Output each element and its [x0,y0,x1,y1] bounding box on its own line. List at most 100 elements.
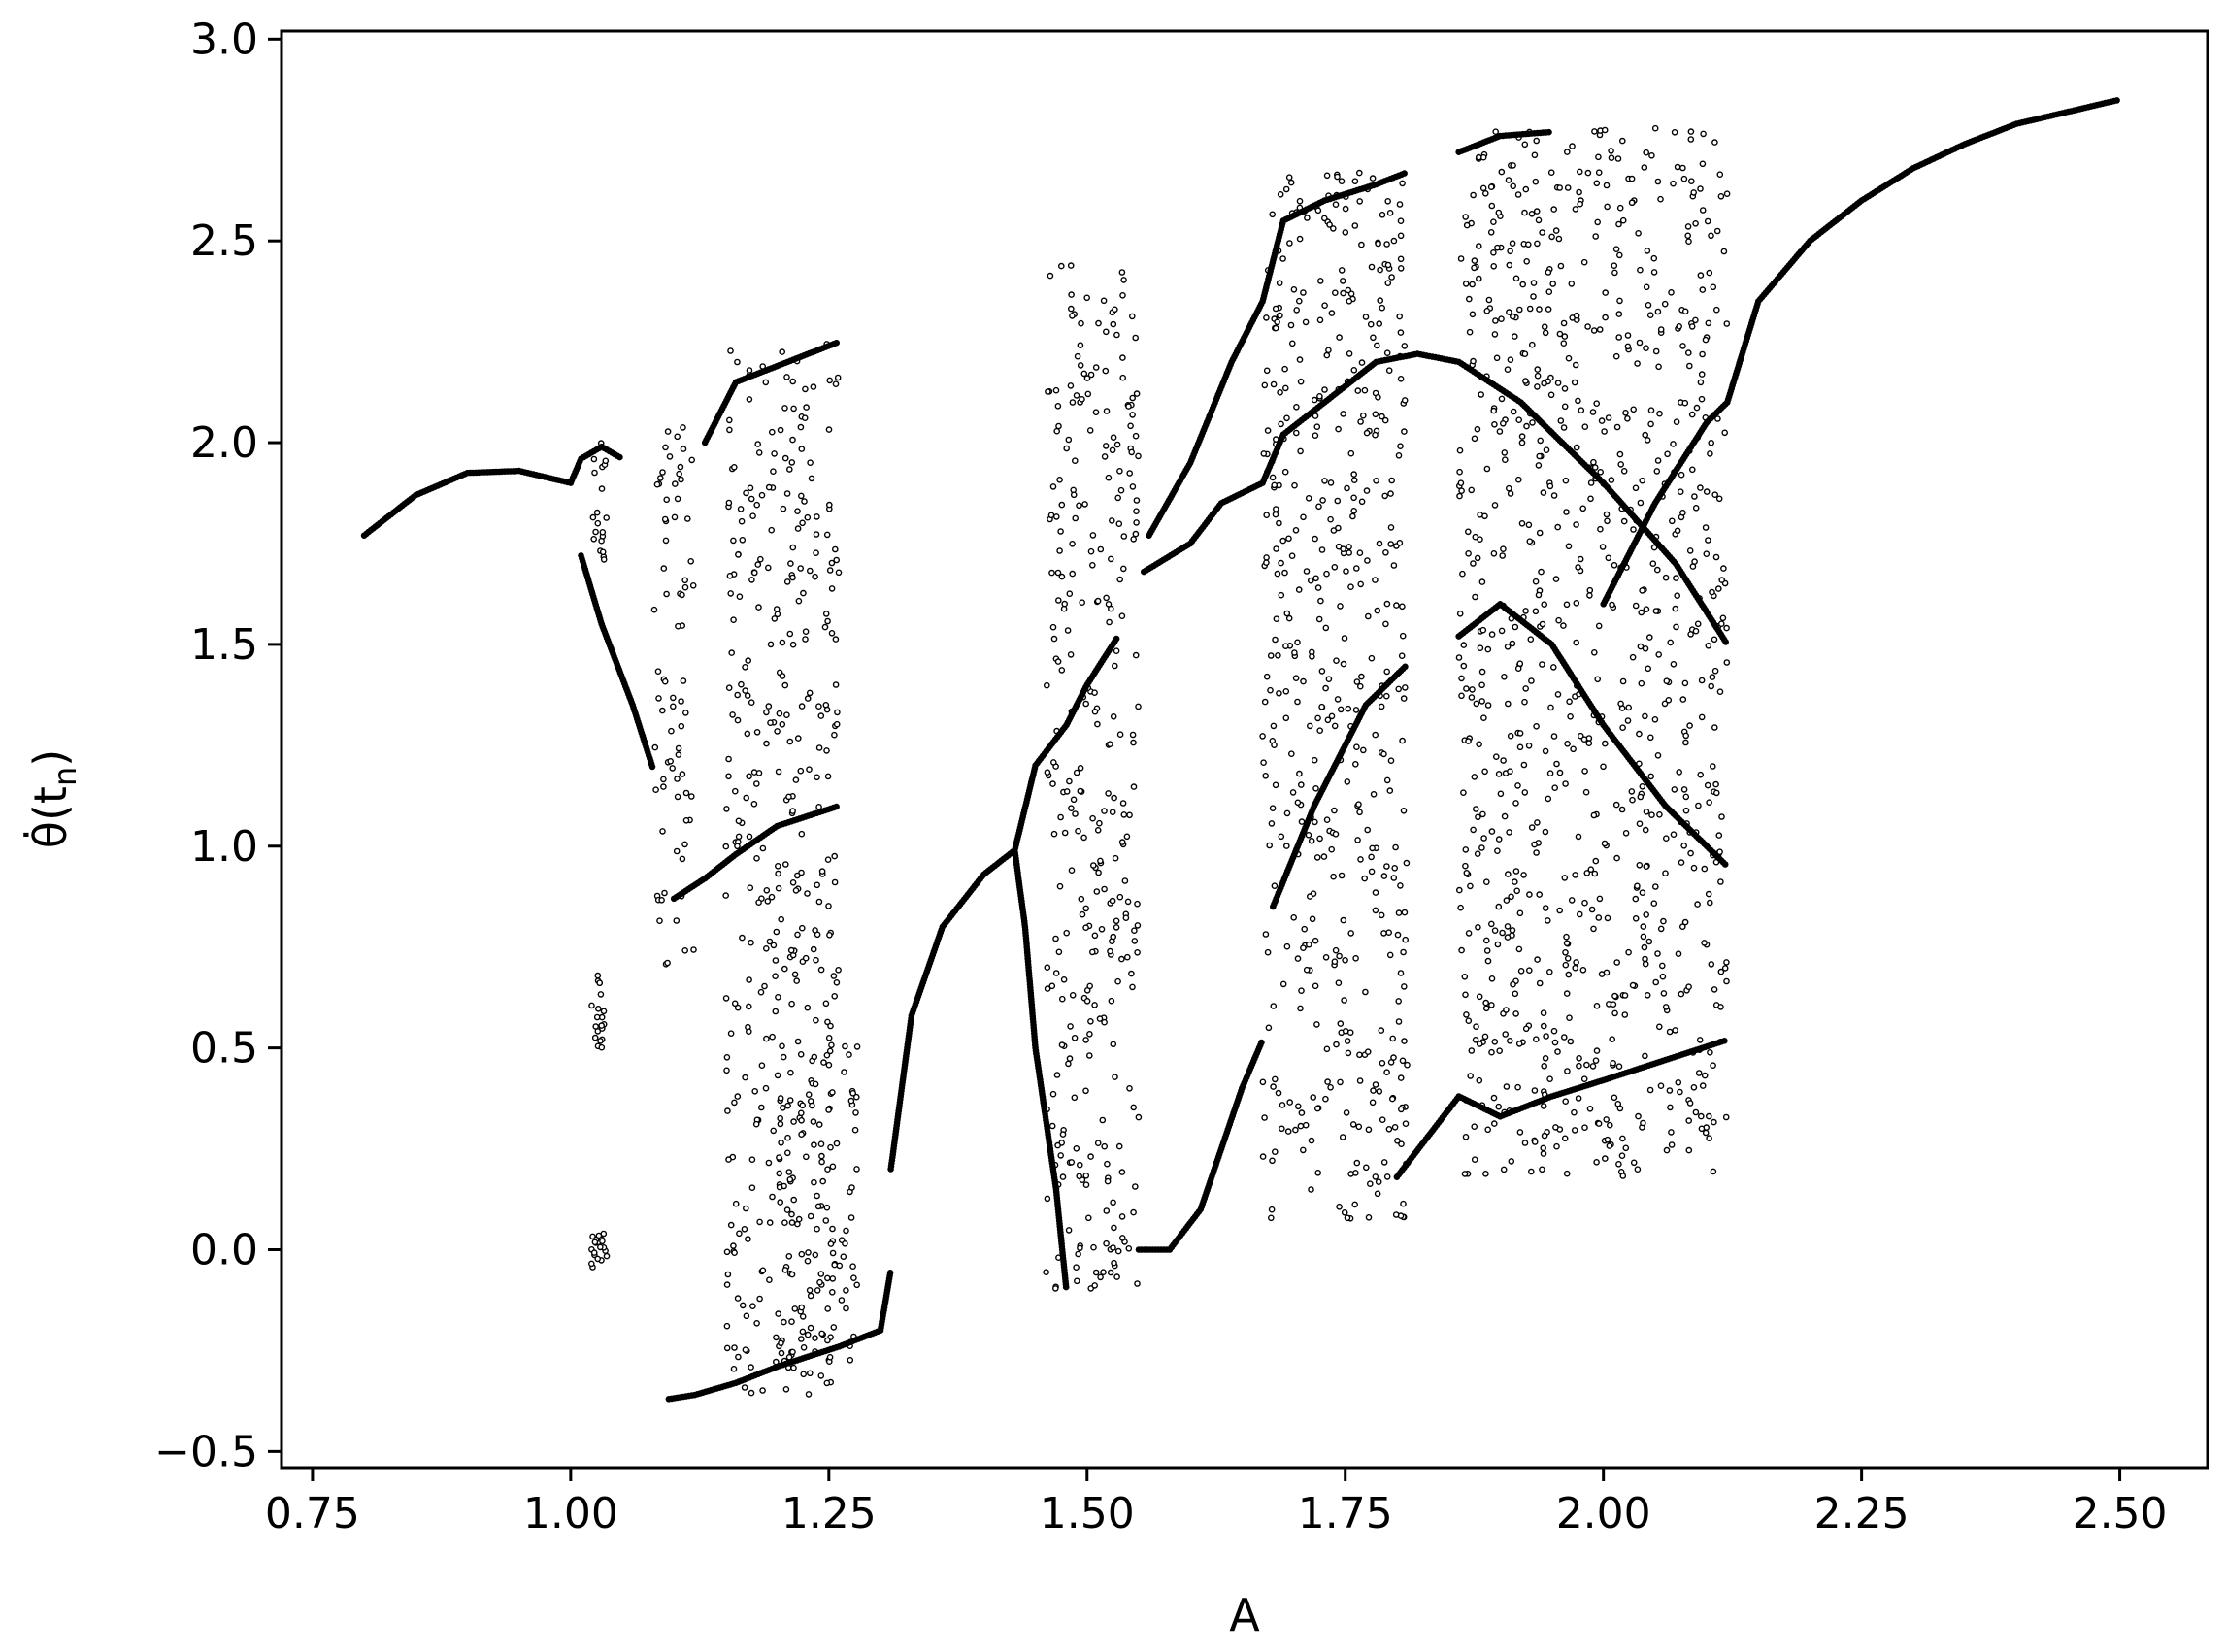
scatter-point [1612,801,1620,809]
scatter-point [1291,649,1298,656]
scatter-point [1346,297,1353,305]
scatter-point [1494,847,1501,855]
scatter-point [1079,910,1086,918]
scatter-point [1373,477,1379,484]
scatter-point [1706,1112,1712,1120]
scatter-point [1509,927,1516,934]
scatter-point [1723,624,1730,632]
scatter-point [1300,513,1307,521]
scatter-point [1510,980,1516,988]
scatter-point [1118,839,1126,845]
scatter-point [1372,1081,1379,1088]
scatter-point [734,716,742,724]
scatter-point [732,1200,740,1207]
scatter-point [1685,238,1692,245]
scatter-point [1397,255,1405,263]
scatter-point [1323,351,1331,359]
scatter-point [1105,474,1113,481]
scatter-point [1675,950,1682,958]
scatter-point [1490,262,1497,270]
scatter-point [1634,1166,1642,1173]
scatter-point [1391,1124,1399,1131]
scatter-point [1063,445,1070,452]
scatter-point [1638,679,1645,687]
scatter-point [746,1028,752,1035]
scatter-point [1372,1173,1379,1180]
scatter-point [1300,1146,1307,1154]
scatter-point [689,582,697,589]
scatter-point [1369,844,1376,852]
scatter-point [1077,765,1084,772]
scatter-point [841,1069,847,1075]
scatter-point [1561,333,1569,340]
scatter-point [1305,832,1312,839]
scatter-point [1296,235,1304,243]
scatter-point [1085,1214,1092,1222]
scatter-point [1563,601,1571,609]
scatter-point [1335,524,1342,532]
scatter-point [804,1331,812,1338]
scatter-point [1465,550,1472,557]
scatter-point [742,1074,748,1081]
scatter-point [772,957,780,964]
scatter-point [1274,570,1281,578]
scatter-point [1615,1063,1623,1070]
scatter-point [1476,1041,1483,1047]
scatter-point [1656,410,1663,417]
scatter-point [1283,942,1291,950]
scatter-point [1111,1224,1117,1232]
scatter-point [1082,1087,1089,1095]
scatter-point [1396,313,1403,320]
scatter-point [1518,520,1526,527]
scatter-point [1369,1099,1377,1107]
scatter-point [750,801,758,808]
scatter-point [1456,611,1464,617]
scatter-point [1302,1121,1310,1129]
scatter-point [1576,1055,1582,1062]
scatter-point [1122,914,1130,922]
scatter-point [1103,408,1111,414]
scatter-point [1365,612,1372,620]
scatter-point [1399,632,1407,640]
scatter-point [1482,1171,1489,1177]
scatter-point [1575,1095,1582,1102]
x-tick-label: 1.25 [781,1489,877,1538]
scatter-point [1491,420,1498,428]
scatter-point [1118,1213,1126,1220]
scatter-point [1120,811,1128,818]
scatter-point [1394,931,1402,939]
scatter-point [1643,606,1650,613]
scatter-point [1636,820,1644,828]
scatter-point [1648,151,1655,159]
scatter-point [1593,400,1600,408]
scatter-point [1132,530,1140,538]
scatter-point [1462,862,1469,870]
scatter-point [1595,153,1602,161]
scatter-point [1618,1152,1626,1159]
scatter-point [1682,739,1689,746]
scatter-point [803,404,810,411]
scatter-point [824,856,832,864]
scatter-point [726,426,733,434]
scatter-point [1069,570,1076,578]
scatter-point [749,512,756,520]
scatter-point [1071,1094,1079,1102]
scatter-point [1082,1173,1090,1179]
scatter-point [1270,722,1278,730]
scatter-point [1275,652,1281,659]
scatter-point [1643,345,1649,352]
scatter-point [1476,741,1482,748]
scatter-point [1058,501,1066,509]
scatter-point [817,1140,825,1147]
scatter-point [1663,677,1671,685]
scatter-point [1587,495,1594,503]
scatter-point [731,1000,739,1008]
scatter-point [1624,717,1632,724]
scatter-point [1337,1078,1344,1086]
scatter-point [763,1035,770,1042]
scatter-point [1401,397,1409,404]
scatter-point [1298,818,1306,825]
scatter-point [1356,1051,1363,1059]
scatter-point [597,991,605,998]
